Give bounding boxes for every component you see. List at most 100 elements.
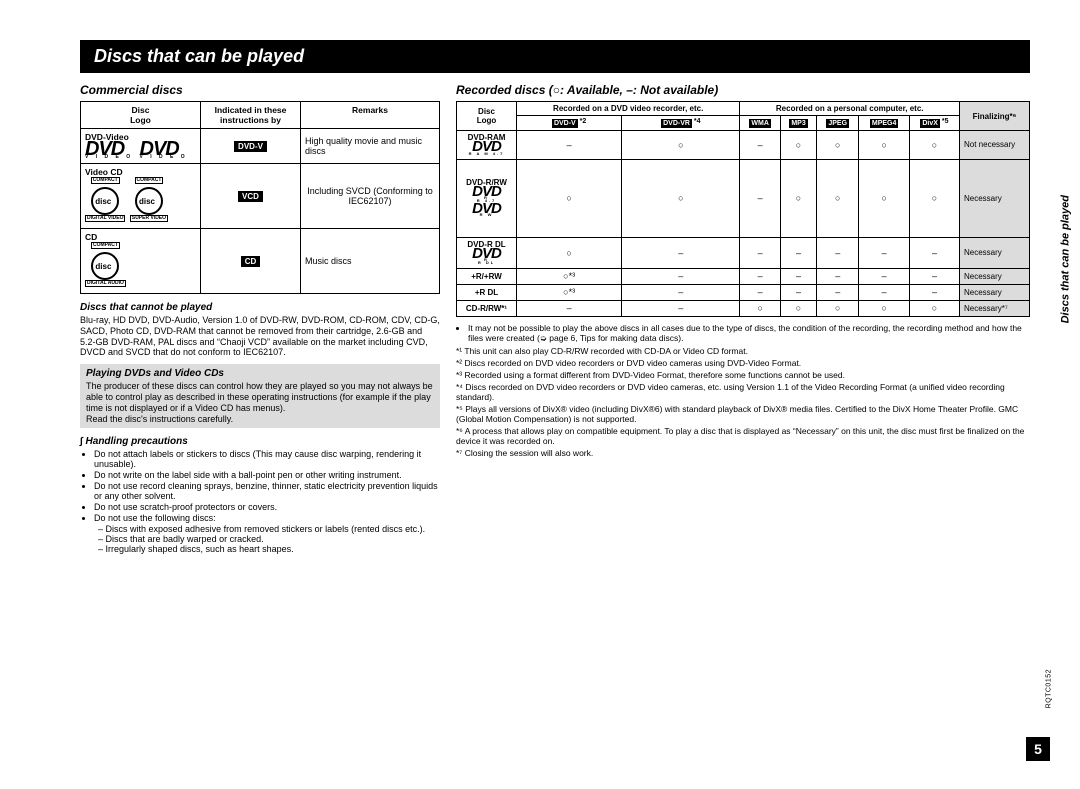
footnote: *⁶ A process that allows play on compati… [456, 426, 1030, 446]
cell: – [909, 268, 959, 284]
cell: ○ [909, 300, 959, 316]
cell: – [517, 131, 622, 160]
row1-name: Video CD [85, 167, 123, 177]
cell: – [740, 237, 781, 268]
cell: ○ [780, 159, 816, 237]
cell: – [859, 268, 910, 284]
fin-cell: Necessary*⁷ [960, 300, 1030, 316]
cell: – [780, 268, 816, 284]
th-remarks: Remarks [301, 102, 440, 129]
cell: ○ [859, 300, 910, 316]
disc-icon [91, 187, 119, 215]
cell: – [740, 284, 781, 300]
footnote: *² Discs recorded on DVD video recorders… [456, 358, 1030, 368]
compact-label: COMPACT [91, 177, 120, 184]
compact-label: COMPACT [135, 177, 164, 184]
fmt-badge: JPEG [826, 119, 849, 128]
cell: – [817, 237, 859, 268]
cell: – [740, 268, 781, 284]
group2-header: Recorded on a personal computer, etc. [740, 102, 960, 116]
cell: – [740, 159, 781, 237]
cell: – [517, 300, 622, 316]
footnote: *³ Recorded using a format different fro… [456, 370, 1030, 380]
commercial-heading: Commercial discs [80, 83, 440, 97]
side-tab: Discs that can be played [1059, 195, 1071, 323]
badge-dvdv: DVD-V [234, 141, 267, 152]
cell: ○ [517, 159, 622, 237]
rec-row-name: +R DL [457, 284, 517, 300]
cell: – [909, 284, 959, 300]
cell: – [817, 268, 859, 284]
row1-remark: Including SVCD (Conforming to IEC62107) [301, 164, 440, 229]
badge-vcd: VCD [238, 191, 263, 202]
cell: – [740, 131, 781, 160]
playing-text: The producer of these discs can control … [86, 381, 434, 424]
disc-icon [135, 187, 163, 215]
page-number: 5 [1026, 737, 1050, 761]
playing-heading: Playing DVDs and Video CDs [86, 368, 434, 379]
cell: ○*³ [517, 268, 622, 284]
th-indicated: Indicated in theseinstructions by [215, 105, 287, 125]
dvd-logo-icon: DVDV I D E O [85, 142, 133, 160]
handling-sublist: Discs with exposed adhesive from removed… [80, 524, 440, 554]
digital-audio-label: DIGITAL AUDIO [85, 280, 126, 287]
fmt-badge: MP3 [789, 119, 807, 128]
cell: ○ [740, 300, 781, 316]
cannot-text: Blu-ray, HD DVD, DVD-Audio, Version 1.0 … [80, 315, 440, 358]
disc-icon [91, 252, 119, 280]
cell: ○ [517, 237, 622, 268]
th-logo: DiscLogo [130, 105, 151, 125]
handling-subitem: Irregularly shaped discs, such as heart … [98, 544, 440, 554]
note-main: It may not be possible to play the above… [468, 323, 1030, 344]
cell: – [622, 284, 740, 300]
super-video-label: SUPER VIDEO [130, 215, 168, 222]
footnote: *¹ This unit can also play CD-R/RW recor… [456, 346, 1030, 356]
row2-name: CD [85, 232, 97, 242]
fin-cell: Necessary [960, 237, 1030, 268]
cell: – [859, 237, 910, 268]
cell: – [817, 284, 859, 300]
dvd-logo-icon: DVDRR DL [472, 249, 501, 265]
fin-cell: Not necessary [960, 131, 1030, 160]
rec-row-name: CD-R/RW*¹ [457, 300, 517, 316]
right-column: Recorded discs (○: Available, –: Not ava… [456, 83, 1030, 554]
commercial-table: DiscLogo Indicated in theseinstructions … [80, 101, 440, 294]
handling-item: Do not use the following discs: [94, 513, 440, 523]
cell: ○ [817, 131, 859, 160]
handling-item: Do not use record cleaning sprays, benzi… [94, 481, 440, 501]
cell: – [909, 237, 959, 268]
playing-box: Playing DVDs and Video CDs The producer … [80, 364, 440, 428]
handling-item: Do not attach labels or stickers to disc… [94, 449, 440, 469]
cell: ○ [817, 300, 859, 316]
row0-remark: High quality movie and music discs [301, 129, 440, 164]
handling-item: Do not write on the label side with a ba… [94, 470, 440, 480]
side-code: RQTC0152 [1045, 669, 1052, 708]
fmt-badge: MPEG4 [870, 119, 899, 128]
cell: ○ [817, 159, 859, 237]
cell: ○ [622, 131, 740, 160]
footnote: *⁷ Closing the session will also work. [456, 448, 1030, 458]
handling-subitem: Discs with exposed adhesive from removed… [98, 524, 440, 534]
badge-cd: CD [241, 256, 261, 267]
cell: ○ [622, 159, 740, 237]
handling-subitem: Discs that are badly warped or cracked. [98, 534, 440, 544]
row2-remark: Music discs [301, 229, 440, 294]
cell: ○ [909, 159, 959, 237]
cell: ○ [780, 131, 816, 160]
digital-video-label: DIGITAL VIDEO [85, 215, 125, 222]
page-title: Discs that can be played [80, 40, 1030, 73]
compact-label: COMPACT [91, 242, 120, 249]
cell: ○ [859, 159, 910, 237]
cell: ○ [859, 131, 910, 160]
fin-cell: Necessary [960, 284, 1030, 300]
recorded-table: DiscLogo Recorded on a DVD video recorde… [456, 101, 1030, 317]
recorded-heading: Recorded discs (○: Available, –: Not ava… [456, 83, 1030, 97]
fmt-badge: DVD-V [552, 119, 578, 128]
cell: – [622, 268, 740, 284]
cell: ○ [780, 300, 816, 316]
fmt-badge: DVD-VR [661, 119, 692, 128]
cell: – [622, 237, 740, 268]
fin-cell: Necessary [960, 268, 1030, 284]
handling-heading: ∫ Handling precautions [80, 436, 440, 447]
cell: ○*³ [517, 284, 622, 300]
